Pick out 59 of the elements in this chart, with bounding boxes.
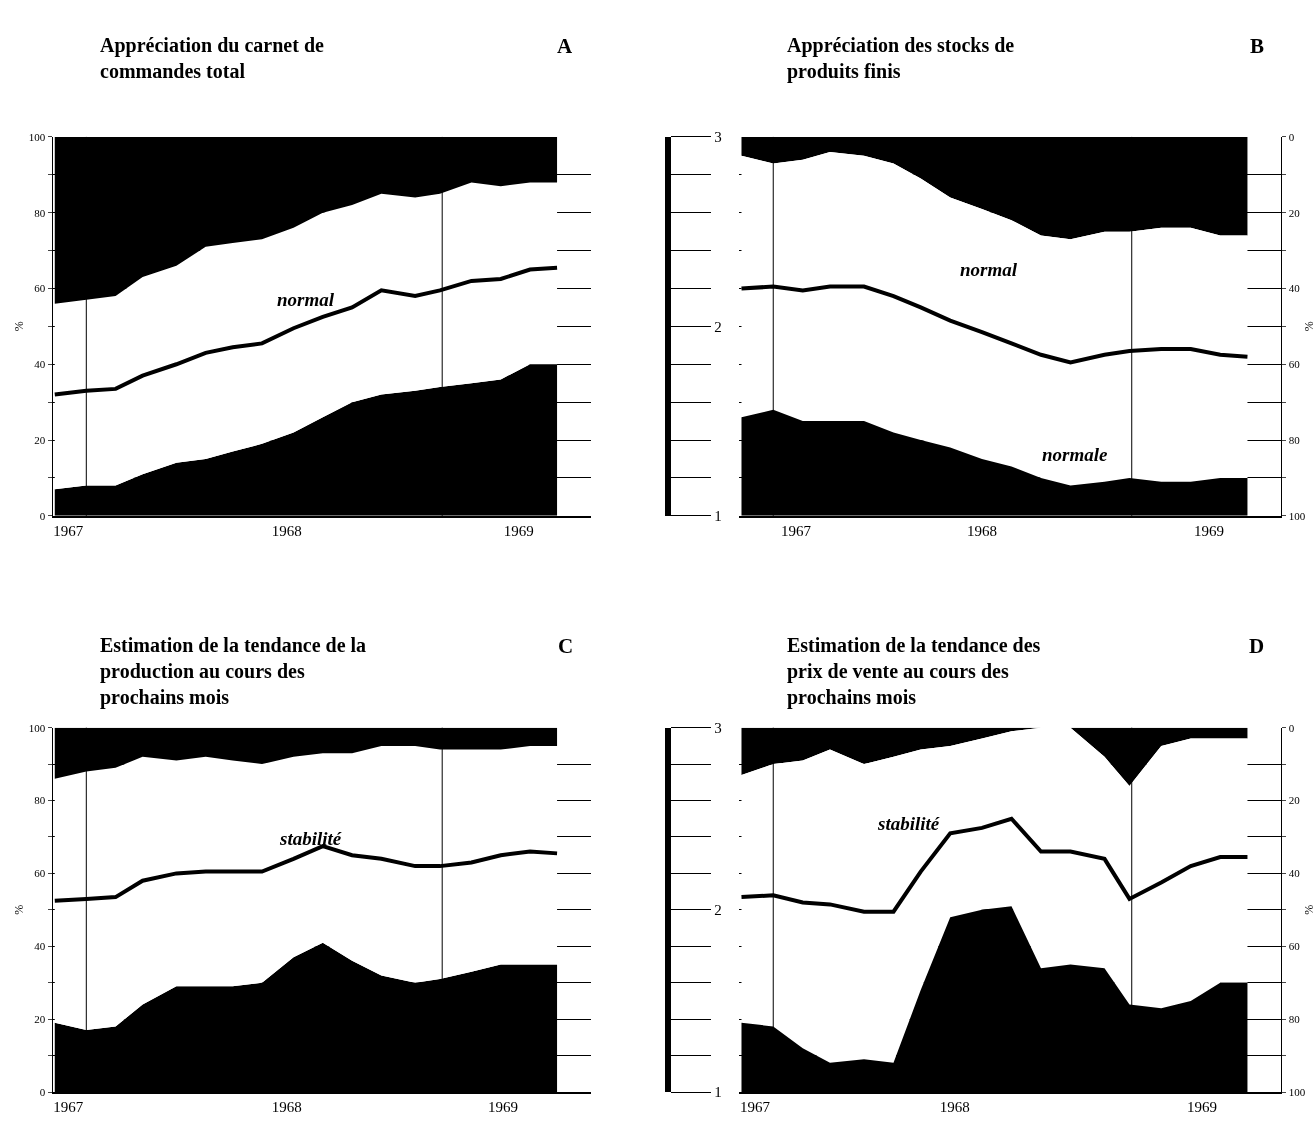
y-tick-label: 0	[1288, 130, 1295, 143]
annotation: stabilité	[877, 813, 940, 834]
y-tick-label: 80	[34, 206, 46, 219]
x-tick-label: 1969	[488, 1099, 519, 1116]
y-axis-title: %	[1302, 904, 1316, 915]
y-tick-label: 60	[1288, 358, 1301, 371]
y-tick-label: 100	[1288, 509, 1306, 522]
y2-tick-label: 2	[714, 902, 722, 919]
y-tick-label: 40	[1288, 282, 1301, 295]
y-axis-title: %	[1302, 321, 1316, 332]
x-tick-label: 1969	[1193, 522, 1224, 539]
y-tick-label: 60	[34, 282, 46, 295]
x-tick-label: 1968	[271, 1099, 302, 1116]
y-axis-title: %	[12, 904, 27, 915]
y-tick-label: 80	[34, 794, 46, 807]
x-tick-label: 1969	[503, 522, 534, 539]
x-tick-label: 1968	[271, 522, 302, 539]
y-tick-label: 80	[1288, 1012, 1301, 1025]
text: A	[557, 34, 573, 58]
text: B	[1250, 34, 1265, 58]
y-tick-label: 60	[34, 867, 46, 880]
y-tick-label: 40	[34, 940, 46, 953]
y-tick-label: 20	[1288, 206, 1301, 219]
y-tick-label: 80	[1288, 433, 1301, 446]
annotation: normale	[1042, 444, 1109, 465]
y2-tick-label: 3	[714, 719, 722, 736]
chart-title: Estimation de la tendance des prix de vente au cours des prochains mois	[787, 634, 1041, 709]
x-tick-label: 1968	[966, 522, 997, 539]
y-tick-label: 0	[39, 509, 46, 522]
annotation: normal	[277, 289, 335, 310]
text: D	[1249, 634, 1265, 658]
x-tick-label: 1968	[939, 1099, 970, 1116]
y2-tick-label: 1	[714, 508, 722, 525]
y-axis-title: %	[12, 321, 27, 332]
y2-tick-label: 3	[714, 129, 722, 146]
y-tick-label: 20	[34, 1012, 46, 1025]
chart-title: Appréciation des stocks de produits finis	[787, 34, 1015, 83]
annotation: stabilité	[279, 828, 342, 849]
y-tick-label: 100	[28, 130, 46, 143]
y-tick-label: 40	[34, 358, 46, 371]
y-tick-label: 0	[1288, 721, 1295, 734]
y-tick-label: 40	[1288, 867, 1301, 880]
x-tick-label: 1967	[740, 1099, 771, 1116]
annotation: normal	[960, 259, 1018, 280]
y-tick-label: 100	[28, 721, 46, 734]
x-tick-label: 1967	[53, 522, 84, 539]
chart-title: Appréciation du carnet de commandes total	[100, 34, 324, 82]
y-tick-label: 100	[1288, 1085, 1306, 1098]
y2-tick-label: 1	[714, 1084, 722, 1101]
x-tick-label: 1969	[1187, 1099, 1218, 1116]
y-tick-label: 0	[39, 1085, 46, 1098]
y-tick-label: 60	[1288, 940, 1301, 953]
chart-title: Estimation de la tendance de la production au cours des prochains mois	[100, 634, 367, 709]
text: C	[558, 634, 574, 658]
x-tick-label: 1967	[53, 1099, 84, 1116]
y-tick-label: 20	[34, 433, 46, 446]
y-tick-label: 20	[1288, 794, 1301, 807]
y2-tick-label: 2	[714, 318, 722, 335]
x-tick-label: 1967	[780, 522, 812, 539]
